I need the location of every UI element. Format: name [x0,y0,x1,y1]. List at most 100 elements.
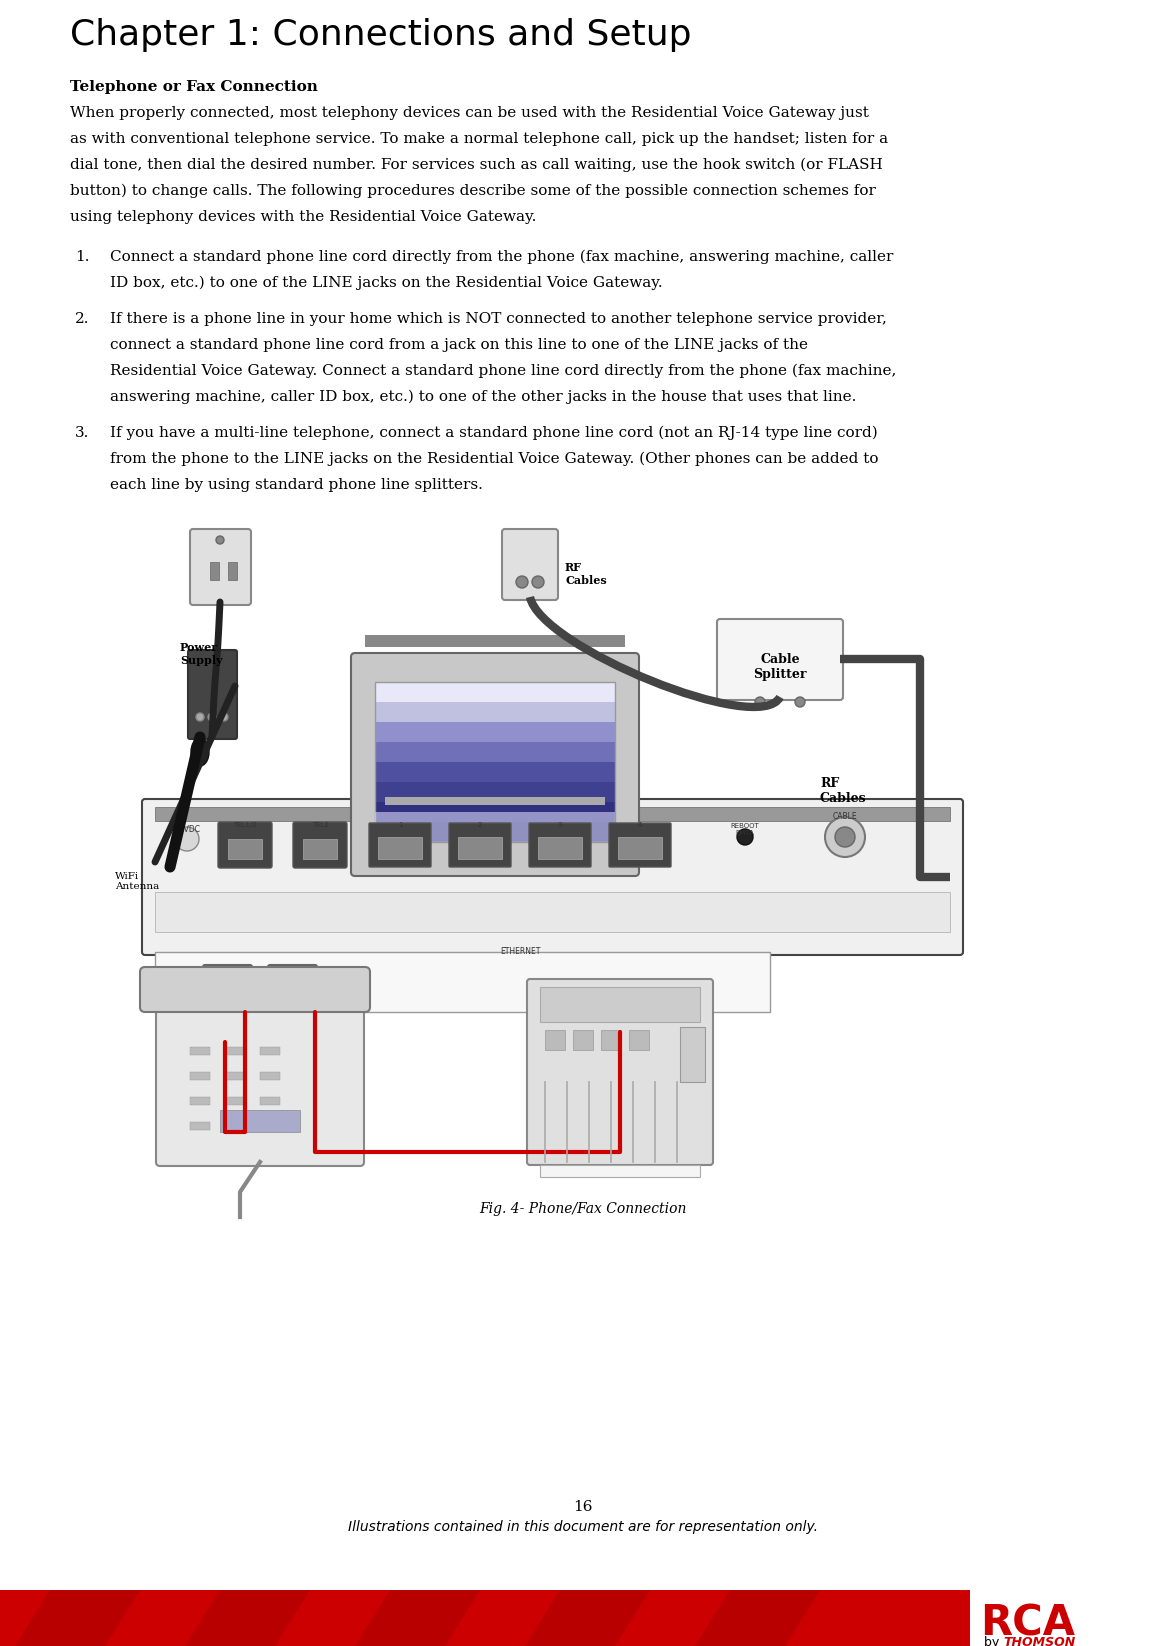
Bar [375,742,614,762]
Bar [190,1047,210,1055]
Bar [375,723,614,742]
Bar [210,561,219,579]
Bar [378,838,422,859]
Text: 2: 2 [478,821,483,828]
Text: CABLE: CABLE [833,811,857,821]
Text: connect a standard phone line cord from a jack on this line to one of the LINE j: connect a standard phone line cord from … [110,337,808,352]
Circle shape [756,696,765,708]
Text: ETHERNET: ETHERNET [500,946,540,956]
Text: Fig. 4- Phone/Fax Connection: Fig. 4- Phone/Fax Connection [479,1202,687,1216]
Bar [375,681,614,843]
Polygon shape [525,1590,649,1646]
Bar [385,797,605,805]
Bar [458,838,503,859]
Circle shape [216,537,224,543]
Text: 3: 3 [557,821,562,828]
Text: 3.: 3. [75,426,90,439]
Bar [680,1027,705,1081]
FancyBboxPatch shape [717,619,843,700]
FancyBboxPatch shape [368,823,431,867]
Text: Residential Voice Gateway. Connect a standard phone line cord directly from the : Residential Voice Gateway. Connect a sta… [110,364,897,379]
Bar [260,1096,280,1104]
Text: 4: 4 [638,821,642,828]
Circle shape [208,713,216,721]
Bar [225,1047,245,1055]
Text: If there is a phone line in your home which is NOT connected to another telephon: If there is a phone line in your home wh… [110,313,887,326]
Text: Telephone or Fax Connection: Telephone or Fax Connection [70,81,318,94]
Bar [225,1096,245,1104]
Bar [260,1123,280,1131]
Bar [375,782,614,802]
Bar [365,635,625,647]
Text: TEL1/2: TEL1/2 [233,821,257,828]
Bar [375,701,614,723]
FancyBboxPatch shape [142,798,963,955]
Bar [155,807,950,821]
Bar [538,838,582,859]
Polygon shape [15,1590,140,1646]
Text: 1: 1 [398,821,402,828]
Circle shape [835,826,855,848]
FancyBboxPatch shape [190,528,251,606]
Bar [375,762,614,782]
Bar [278,984,307,1004]
Bar [303,839,337,859]
Bar [375,681,614,701]
Ellipse shape [191,737,209,765]
Bar [970,1590,1166,1646]
Text: 15VDC: 15VDC [174,825,201,835]
Polygon shape [185,1590,310,1646]
Text: by: by [984,1636,1003,1646]
Bar [545,1030,566,1050]
Circle shape [795,696,805,708]
Circle shape [737,830,753,844]
Text: If you have a multi-line telephone, connect a standard phone line cord (not an R: If you have a multi-line telephone, conn… [110,426,878,441]
Bar [618,838,662,859]
Bar [375,821,614,843]
Bar [375,811,614,843]
Bar [540,1165,700,1177]
FancyBboxPatch shape [293,821,347,867]
FancyBboxPatch shape [449,823,511,867]
FancyBboxPatch shape [156,997,364,1165]
Text: Power
Supply: Power Supply [180,642,223,665]
Text: as with conventional telephone service. To make a normal telephone call, pick up: as with conventional telephone service. … [70,132,888,146]
Circle shape [532,576,545,588]
Bar [155,951,770,1012]
Circle shape [196,713,204,721]
Circle shape [220,713,229,721]
Bar [190,1123,210,1131]
Text: Cable
Splitter: Cable Splitter [753,653,807,681]
Bar [260,1047,280,1055]
Text: 16: 16 [574,1500,592,1514]
Bar [155,892,950,932]
FancyBboxPatch shape [203,965,252,1014]
FancyBboxPatch shape [218,821,272,867]
Bar [229,839,262,859]
Text: RF
Cables: RF Cables [566,561,606,586]
Text: from the phone to the LINE jacks on the Residential Voice Gateway. (Other phones: from the phone to the LINE jacks on the … [110,453,878,466]
Circle shape [826,816,865,858]
FancyBboxPatch shape [351,653,639,876]
Text: 2.: 2. [75,313,90,326]
Bar [190,1096,210,1104]
Text: ID box, etc.) to one of the LINE jacks on the Residential Voice Gateway.: ID box, etc.) to one of the LINE jacks o… [110,277,662,290]
Bar [600,1030,621,1050]
Text: TEL2: TEL2 [311,821,329,828]
Text: RF
Cables: RF Cables [820,777,866,805]
Bar [229,561,237,579]
Bar [220,1109,300,1132]
Polygon shape [695,1590,820,1646]
Text: 1.: 1. [75,250,90,263]
Text: THOMSON: THOMSON [1003,1636,1075,1646]
Text: REBOOT
EMTA: REBOOT EMTA [731,823,759,836]
Circle shape [517,576,528,588]
Bar [375,802,614,821]
FancyBboxPatch shape [188,650,237,739]
Polygon shape [354,1590,480,1646]
Bar [225,1072,245,1080]
Text: RCA: RCA [979,1602,1075,1644]
Bar [0,1590,970,1646]
FancyBboxPatch shape [529,823,591,867]
Text: When properly connected, most telephony devices can be used with the Residential: When properly connected, most telephony … [70,105,869,120]
